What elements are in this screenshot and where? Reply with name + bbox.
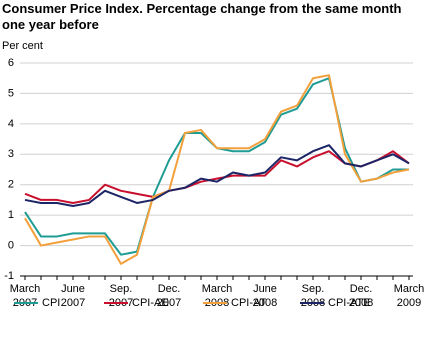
series-line [24,144,410,208]
series-line [24,150,410,204]
x-tick-label: Sep. 2008 [301,283,325,309]
x-tick-label: June 2007 [61,283,85,309]
x-tick-label: March 2007 [10,283,41,309]
y-axis-label: Per cent [2,40,43,52]
x-tick-label-line: 2007 [157,297,181,309]
x-tick-label-line: Sep. [110,283,133,295]
x-tick-label-line: Sep. [302,283,325,295]
x-tick-label-line: June [253,283,277,295]
y-tick-label: 2 [8,179,14,191]
y-tick-label: 5 [8,87,14,99]
legend-label: CPI-ATE [328,297,371,309]
x-tick-label-line: Dec. [158,283,181,295]
x-tick-label: Dec. 2008 [349,283,373,309]
series-line [24,74,410,265]
x-tick-label-line: 2007 [61,297,85,309]
legend-label: CPI-AT [231,297,267,309]
x-tick-label: March 2008 [202,283,233,309]
x-tick-label-line: June [61,283,85,295]
x-tick-label: June 2008 [253,283,277,309]
y-tick-label: 6 [8,57,14,69]
y-tick-label: 4 [8,118,14,130]
y-tick-label: 3 [8,148,14,160]
x-tick-label: March 2009 [394,283,425,309]
legend-label: CPI-AE [132,297,169,309]
y-tick-label: -1 [4,270,14,282]
chart-title: Consumer Price Index. Percentage change … [2,1,402,32]
x-tick-label-line: 2009 [397,297,421,309]
y-tick-label: 0 [8,239,14,251]
x-tick-label-line: 2008 [349,297,373,309]
x-tick-label-line: March [10,283,41,295]
x-tick-label-line: Dec. [350,283,373,295]
y-tick-label: 1 [8,209,14,221]
legend-label: CPI [42,297,60,309]
x-tick-label-line: March [202,283,233,295]
x-tick-label-line: 2008 [253,297,277,309]
x-tick-label-line: March [394,283,425,295]
x-tick-label: Dec. 2007 [157,283,181,309]
x-tick-label: Sep. 2007 [109,283,133,309]
